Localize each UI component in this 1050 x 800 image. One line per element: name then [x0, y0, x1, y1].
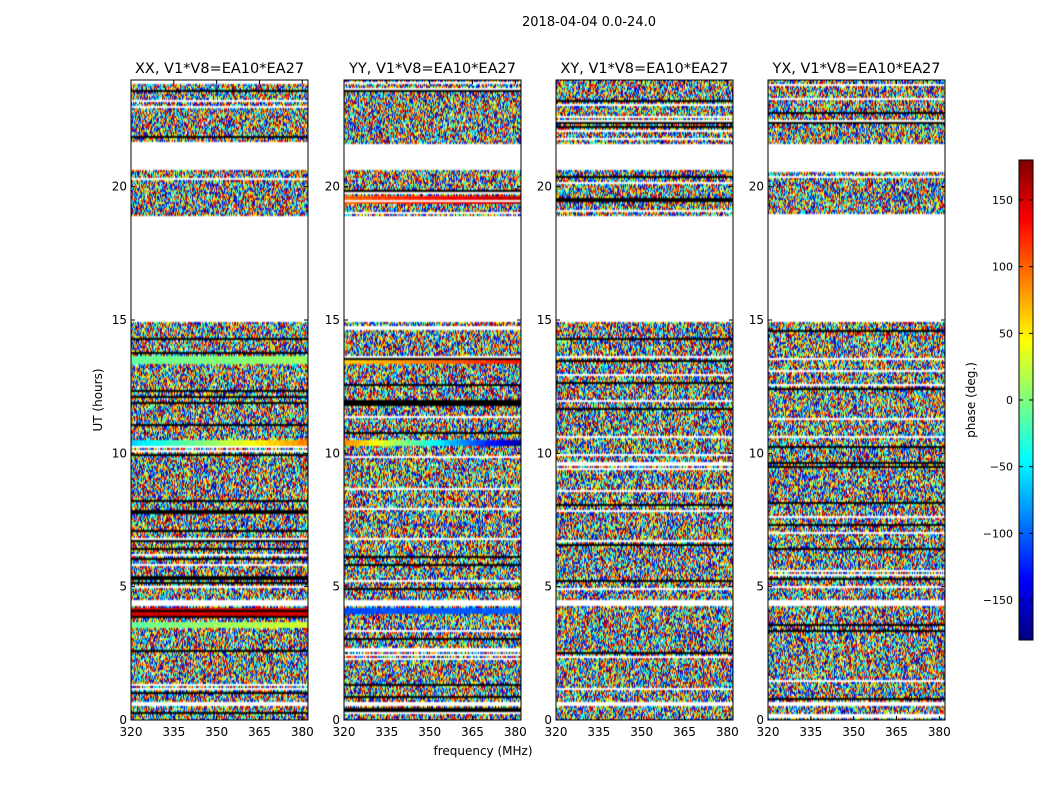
panel-frame [767, 79, 946, 721]
figure-suptitle: 2018-04-04 0.0-24.0 [522, 15, 656, 30]
x-axis-label: frequency (MHz) [433, 744, 532, 758]
panel-title: XX, V1*V8=EA10*EA27 [135, 61, 304, 77]
panels-group: XX, V1*V8=EA10*EA27 0 5 10 15 20 320 335 350 365 3… [112, 61, 951, 739]
x-tick-label: 380 [928, 725, 951, 739]
panel-frame [130, 79, 309, 721]
panel-title: YY, V1*V8=EA10*EA27 [348, 61, 516, 77]
y-tick-label: 0 [119, 713, 127, 727]
y-axis-label: UT (hours) [91, 368, 105, 431]
y-tick-label: 15 [112, 313, 127, 327]
x-tick-label: 320 [545, 725, 568, 739]
panel-title: XY, V1*V8=EA10*EA27 [560, 61, 728, 77]
x-tick-label: 320 [333, 725, 356, 739]
x-tick-label: 320 [757, 725, 780, 739]
y-tick-label: 5 [332, 580, 340, 594]
x-tick-label: 365 [673, 725, 696, 739]
x-tick-label: 365 [461, 725, 484, 739]
panel-3: XY, V1*V8=EA10*EA27 0 5 10 15 20 320 335 350 365 3… [537, 61, 739, 739]
y-tick-label: 5 [119, 580, 127, 594]
x-tick-label: 365 [885, 725, 908, 739]
colorbar-tick-label: 150 [992, 194, 1013, 207]
panel-1: XX, V1*V8=EA10*EA27 0 5 10 15 20 320 335 350 365 3… [112, 61, 314, 739]
x-tick-label: 335 [162, 725, 185, 739]
x-tick-label: 380 [291, 725, 314, 739]
y-tick-label: 20 [325, 180, 340, 194]
colorbar-label: phase (deg.) [964, 362, 978, 438]
colorbar-tick-label: −150 [983, 594, 1013, 607]
colorbar-tick-label: 100 [992, 261, 1013, 274]
colorbar-tick-label: −50 [990, 461, 1013, 474]
colorbar-gradient [1019, 160, 1033, 640]
y-tick-label: 10 [537, 446, 552, 460]
y-tick-label: 10 [749, 446, 764, 460]
panel-frame [555, 79, 734, 721]
x-tick-label: 365 [248, 725, 271, 739]
y-tick-label: 0 [332, 713, 340, 727]
y-tick-label: 0 [756, 713, 764, 727]
panel-2: YY, V1*V8=EA10*EA27 0 5 10 15 20 320 335 350 365 3… [325, 61, 527, 739]
colorbar: 150 100 50 0 −50 −100 −150 [983, 159, 1034, 641]
y-tick-label: 20 [112, 180, 127, 194]
panel-frame [343, 79, 522, 721]
x-tick-label: 335 [375, 725, 398, 739]
x-tick-label: 380 [504, 725, 527, 739]
y-tick-label: 10 [325, 446, 340, 460]
x-tick-label: 350 [842, 725, 865, 739]
x-tick-label: 380 [716, 725, 739, 739]
y-tick-label: 10 [112, 446, 127, 460]
heatmap-1 [131, 80, 308, 720]
x-tick-label: 350 [630, 725, 653, 739]
colorbar-tick-label: 0 [1006, 394, 1013, 407]
colorbar-tick-label: 50 [999, 327, 1013, 340]
y-tick-label: 0 [544, 713, 552, 727]
heatmap-4 [768, 80, 945, 720]
y-tick-label: 20 [749, 180, 764, 194]
y-tick-label: 20 [537, 180, 552, 194]
x-tick-label: 320 [120, 725, 143, 739]
x-tick-label: 335 [587, 725, 610, 739]
heatmap-2 [344, 80, 521, 720]
panel-4: YX, V1*V8=EA10*EA27 0 5 10 15 20 320 335 350 365 3… [749, 61, 951, 739]
y-tick-label: 5 [756, 580, 764, 594]
x-tick-label: 350 [205, 725, 228, 739]
panel-title: YX, V1*V8=EA10*EA27 [771, 61, 940, 77]
colorbar-tick-label: −100 [983, 527, 1013, 540]
heatmap-3 [556, 80, 733, 720]
y-tick-label: 15 [325, 313, 340, 327]
y-tick-label: 15 [749, 313, 764, 327]
y-tick-label: 15 [537, 313, 552, 327]
y-tick-label: 5 [544, 580, 552, 594]
x-tick-label: 335 [799, 725, 822, 739]
x-tick-label: 350 [418, 725, 441, 739]
